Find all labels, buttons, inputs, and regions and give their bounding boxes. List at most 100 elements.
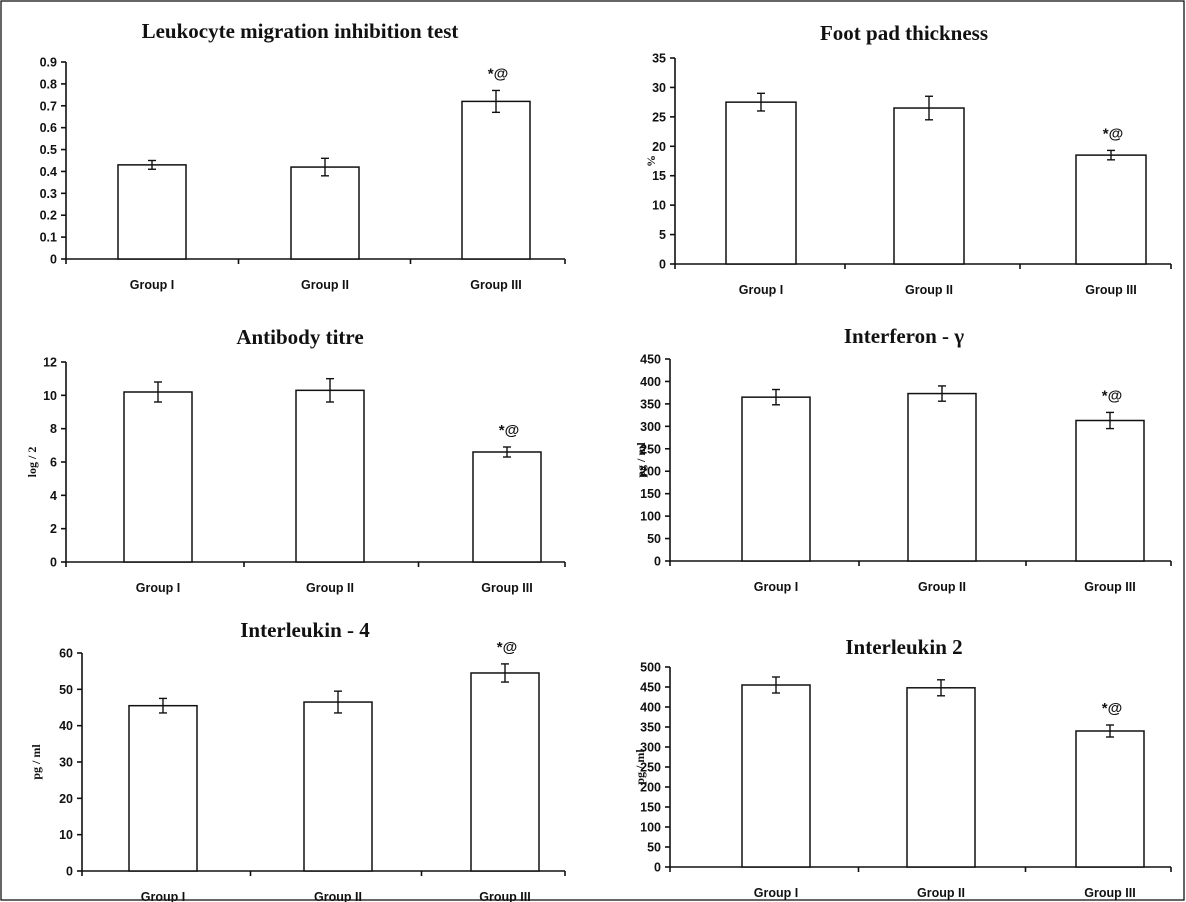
y-tick-label: 0 bbox=[66, 865, 73, 879]
y-tick-label: 0.7 bbox=[40, 99, 57, 113]
error-bar bbox=[772, 388, 780, 406]
y-tick-label: 12 bbox=[43, 356, 57, 370]
error-bar bbox=[326, 377, 334, 403]
y-tick-label: 0.9 bbox=[40, 56, 57, 70]
y-tick-label: 350 bbox=[640, 721, 661, 735]
x-tick-label: Group II bbox=[905, 283, 953, 297]
y-tick-label: 0 bbox=[659, 258, 666, 272]
bar bbox=[117, 164, 187, 260]
error-bar bbox=[503, 446, 511, 458]
bar bbox=[128, 704, 198, 872]
y-tick-label: 100 bbox=[640, 821, 661, 835]
x-tick-label: Group II bbox=[306, 581, 354, 595]
y-tick-label: 15 bbox=[652, 169, 666, 183]
chart-title: Interleukin 2 bbox=[845, 635, 962, 659]
x-tick-label: Group III bbox=[479, 890, 530, 902]
x-tick-label: Group II bbox=[314, 890, 362, 902]
y-tick-label: 150 bbox=[640, 801, 661, 815]
error-bar bbox=[1106, 724, 1114, 738]
y-tick-label: 0.6 bbox=[40, 121, 57, 135]
error-bar bbox=[321, 157, 329, 177]
x-tick-label: Group I bbox=[141, 890, 185, 902]
bar bbox=[461, 100, 531, 260]
y-tick-label: 0.2 bbox=[40, 209, 57, 223]
bar bbox=[893, 107, 965, 265]
error-bar bbox=[937, 679, 945, 697]
y-tick-label: 60 bbox=[59, 647, 73, 661]
y-tick-label: 50 bbox=[59, 683, 73, 697]
y-tick-label: 30 bbox=[59, 756, 73, 770]
chart-title: Interleukin - 4 bbox=[240, 618, 370, 642]
chart-title: Foot pad thickness bbox=[820, 21, 988, 45]
y-tick-label: 450 bbox=[640, 353, 661, 367]
bar bbox=[1075, 419, 1145, 562]
bar bbox=[303, 701, 373, 872]
x-tick-label: Group II bbox=[301, 278, 349, 292]
y-axis-label: pg / ml bbox=[633, 749, 647, 785]
bar bbox=[470, 672, 540, 872]
y-tick-label: 20 bbox=[652, 140, 666, 154]
bar bbox=[725, 101, 797, 265]
chart-title: Antibody titre bbox=[236, 325, 363, 349]
x-tick-label: Group III bbox=[1084, 580, 1135, 594]
x-tick-label: Group III bbox=[481, 581, 532, 595]
y-tick-label: 0 bbox=[654, 861, 661, 875]
error-bar bbox=[1107, 149, 1115, 161]
y-tick-label: 300 bbox=[640, 420, 661, 434]
y-tick-label: 200 bbox=[640, 781, 661, 795]
bar bbox=[123, 391, 193, 563]
x-tick-label: Group III bbox=[470, 278, 521, 292]
y-tick-label: 4 bbox=[50, 489, 57, 503]
significance-label: *@ bbox=[1103, 125, 1123, 142]
error-bar bbox=[925, 95, 933, 121]
y-axis-label: % bbox=[644, 155, 658, 167]
chart-panel: Antibody titre log / 2 0 2 4 6 8 10 12 Group I Gro… bbox=[25, 325, 566, 595]
significance-label: *@ bbox=[499, 422, 519, 439]
x-tick-label: Group I bbox=[754, 886, 798, 900]
y-tick-label: 100 bbox=[640, 510, 661, 524]
y-tick-label: 10 bbox=[652, 199, 666, 213]
y-tick-label: 0 bbox=[50, 253, 57, 267]
x-tick-label: Group III bbox=[1085, 283, 1136, 297]
y-axis-label: pg / ml bbox=[634, 442, 648, 478]
chart-panel: Foot pad thickness% 0 5 10 15 20 25 30 35 Group I… bbox=[644, 21, 1172, 297]
y-tick-label: 0.8 bbox=[40, 77, 57, 91]
error-bar bbox=[757, 92, 765, 112]
y-tick-label: 0.5 bbox=[40, 143, 57, 157]
y-tick-label: 10 bbox=[43, 389, 57, 403]
error-bar bbox=[1106, 411, 1114, 430]
chart-panel: Interleukin 2 pg / ml 0 50 100 150 200 250 300 35… bbox=[633, 635, 1172, 900]
x-tick-label: Group II bbox=[918, 580, 966, 594]
chart-panels: Leukocyte migration inhibition test 0 0.1 0… bbox=[25, 19, 1172, 902]
x-tick-label: Group II bbox=[917, 886, 965, 900]
y-tick-label: 400 bbox=[640, 701, 661, 715]
x-tick-label: Group I bbox=[130, 278, 174, 292]
significance-label: *@ bbox=[1102, 387, 1122, 404]
y-axis-label: pg / ml bbox=[29, 744, 43, 780]
error-bar bbox=[154, 381, 162, 403]
y-tick-label: 350 bbox=[640, 397, 661, 411]
significance-label: *@ bbox=[497, 639, 517, 656]
error-bar bbox=[492, 89, 500, 114]
bar bbox=[907, 392, 977, 562]
y-tick-label: 0.3 bbox=[40, 187, 57, 201]
y-tick-label: 250 bbox=[640, 442, 661, 456]
error-bar bbox=[501, 663, 509, 683]
significance-label: *@ bbox=[488, 65, 508, 82]
y-tick-label: 40 bbox=[59, 719, 73, 733]
error-bar bbox=[148, 159, 156, 170]
error-bar bbox=[938, 385, 946, 402]
chart-panel: Interferon - γ pg / ml 0 50 100 150 200 250 300 3… bbox=[634, 324, 1172, 594]
x-tick-label: Group I bbox=[754, 580, 798, 594]
y-tick-label: 50 bbox=[647, 532, 661, 546]
error-bar bbox=[159, 697, 167, 714]
bar bbox=[290, 166, 360, 260]
y-tick-label: 10 bbox=[59, 828, 73, 842]
x-tick-label: Group III bbox=[1084, 886, 1135, 900]
bar bbox=[906, 687, 976, 868]
y-tick-label: 450 bbox=[640, 681, 661, 695]
bar bbox=[741, 684, 811, 868]
x-tick-label: Group I bbox=[739, 283, 783, 297]
